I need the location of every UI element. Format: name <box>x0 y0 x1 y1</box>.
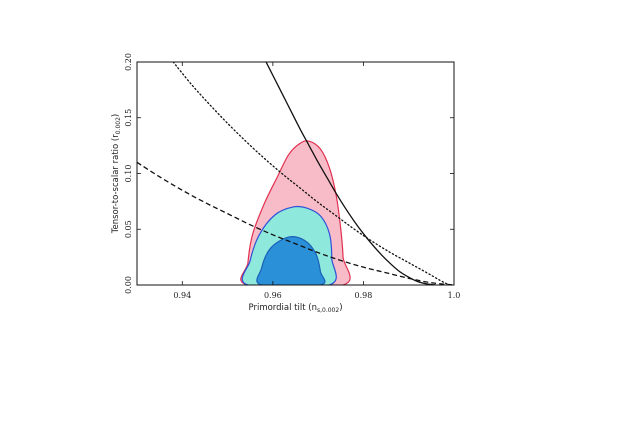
x-axis-title: Primordial tilt (ns,0.002) <box>248 303 342 314</box>
axis-ticks: 0.94 0.96 0.98 1.0 0.00 0.05 0.10 0.15 0.20 <box>124 53 460 300</box>
y-tick-label: 0.00 <box>124 276 133 294</box>
curve-dotted <box>172 62 451 285</box>
x-tick-label: 0.96 <box>264 291 282 300</box>
model-curves <box>137 62 454 285</box>
x-axis-title-subscript: s,0.002 <box>317 307 339 314</box>
confidence-regions <box>240 140 351 285</box>
plot-area: 0.94 0.96 0.98 1.0 0.00 0.05 0.10 0.15 0.20 <box>124 53 460 300</box>
y-tick-label: 0.15 <box>124 109 133 127</box>
curve-solid <box>265 62 436 285</box>
curve-dashed <box>137 161 454 285</box>
x-tick-label: 0.98 <box>355 291 373 300</box>
y-tick-label: 0.20 <box>124 53 133 71</box>
y-axis-title-subscript: 0.002 <box>115 117 122 134</box>
x-tick-label: 0.94 <box>173 291 191 300</box>
y-axis-title: Tensor-to-scalar ratio (r0.002) <box>111 114 122 234</box>
x-tick-label: 1.0 <box>448 291 461 300</box>
y-tick-label: 0.05 <box>124 220 133 238</box>
y-tick-label: 0.10 <box>124 165 133 183</box>
region-inner-68 <box>256 236 326 285</box>
